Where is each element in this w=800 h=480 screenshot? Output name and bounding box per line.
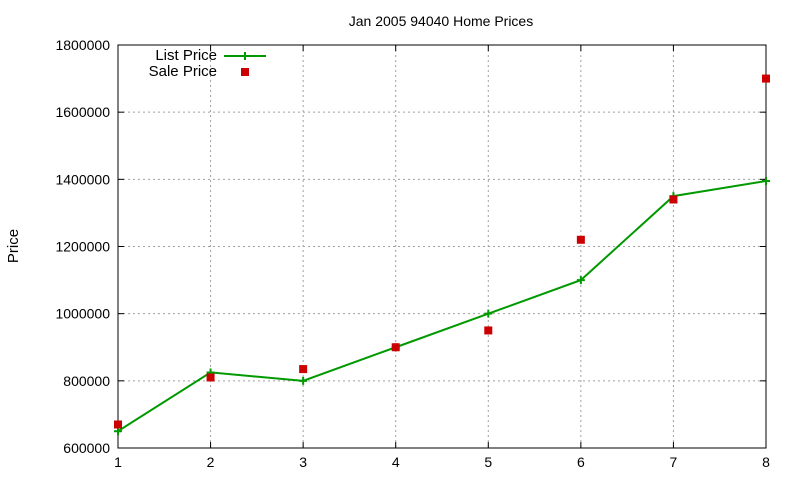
- legend-marker-list-price: [241, 52, 249, 60]
- x-tick-label: 4: [392, 454, 400, 470]
- chart-title: Jan 2005 94040 Home Prices: [349, 13, 533, 29]
- data-point-sale-price: [299, 365, 308, 374]
- x-tick-label: 6: [577, 454, 585, 470]
- x-tick-label: 2: [207, 454, 215, 470]
- y-tick-label: 1200000: [55, 239, 110, 255]
- data-point-sale-price: [762, 74, 770, 83]
- legend-label-sale-price: Sale Price: [149, 63, 217, 80]
- y-tick-label: 1000000: [55, 306, 110, 322]
- x-tick-label: 7: [670, 454, 678, 470]
- data-point-sale-price: [114, 420, 122, 429]
- data-point-sale-price: [669, 195, 678, 204]
- x-tick-label: 5: [484, 454, 492, 470]
- y-tick-label: 800000: [63, 373, 110, 389]
- data-point-list-price: [484, 309, 493, 318]
- data-point-sale-price: [391, 343, 400, 352]
- legend-marker-sale-price: [241, 68, 249, 76]
- y-tick-label: 1600000: [55, 104, 110, 120]
- data-point-sale-price: [206, 373, 215, 382]
- series-layer: [114, 74, 770, 436]
- data-point-sale-price: [484, 326, 493, 335]
- x-tick-label: 1: [114, 454, 122, 470]
- data-point-list-price: [114, 427, 122, 436]
- legend-label-list-price: List Price: [155, 47, 217, 64]
- x-tick-label: 3: [299, 454, 307, 470]
- data-point-sale-price: [576, 235, 585, 244]
- data-point-list-price: [576, 276, 585, 285]
- tick-layer: 1 2 3 4 5 6 7 8 600000 800000 1000000 1200000 140000…: [55, 37, 770, 470]
- data-point-list-price: [762, 177, 770, 186]
- grid-layer: [118, 45, 766, 448]
- y-tick-label: 1800000: [55, 37, 110, 53]
- y-axis-label: Price: [5, 229, 22, 263]
- y-tick-label: 600000: [63, 440, 110, 456]
- legend: List Price Sale Price: [149, 47, 266, 80]
- data-point-list-price: [299, 376, 308, 385]
- x-tick-label: 8: [762, 454, 770, 470]
- y-tick-label: 1400000: [55, 171, 110, 187]
- series-line-list-price: [117, 180, 767, 433]
